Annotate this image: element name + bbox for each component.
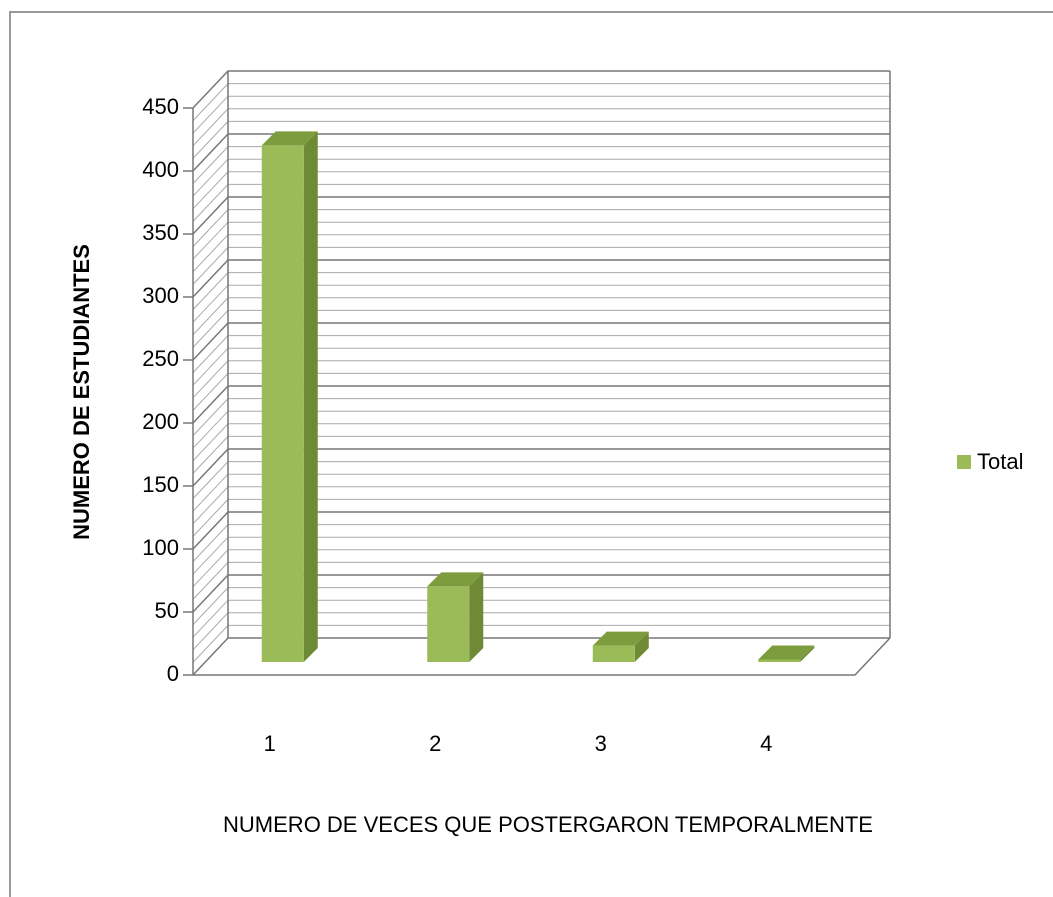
bar-front <box>261 145 304 662</box>
x-tick-label: 2 <box>429 731 441 756</box>
bar <box>592 631 649 662</box>
y-tick-label: 450 <box>142 94 179 119</box>
y-tick-label: 200 <box>142 409 179 434</box>
y-tick-label: 50 <box>155 598 179 623</box>
bar-front <box>758 659 801 662</box>
bar-top <box>261 131 318 146</box>
y-tick-label: 250 <box>142 346 179 371</box>
legend-swatch <box>957 455 971 469</box>
y-tick-label: 400 <box>142 157 179 182</box>
bar-side <box>303 131 318 662</box>
x-tick-label: 4 <box>760 731 772 756</box>
bar-top <box>427 572 484 587</box>
y-axis-title: NUMERO DE ESTUDIANTES <box>69 244 94 540</box>
bar-side <box>634 631 649 662</box>
floor <box>193 637 891 676</box>
bar-top <box>758 645 815 660</box>
x-tick-label: 3 <box>595 731 607 756</box>
bar <box>427 572 484 662</box>
legend-label: Total <box>977 449 1023 474</box>
y-tick-label: 150 <box>142 472 179 497</box>
y-tick-label: 300 <box>142 283 179 308</box>
x-tick-label: 1 <box>264 731 276 756</box>
x-axis-title: NUMERO DE VECES QUE POSTERGARON TEMPORAL… <box>223 812 873 837</box>
y-tick-label: 0 <box>167 661 179 686</box>
bar <box>261 131 318 662</box>
bar-side <box>800 645 815 662</box>
y-tick-label: 350 <box>142 220 179 245</box>
bar <box>758 645 815 662</box>
bar-front <box>592 645 635 662</box>
bar-side <box>469 572 484 662</box>
frame <box>9 11 1053 897</box>
bar-front <box>427 586 470 662</box>
y-tick-label: 100 <box>142 535 179 560</box>
bar-top <box>592 631 649 646</box>
